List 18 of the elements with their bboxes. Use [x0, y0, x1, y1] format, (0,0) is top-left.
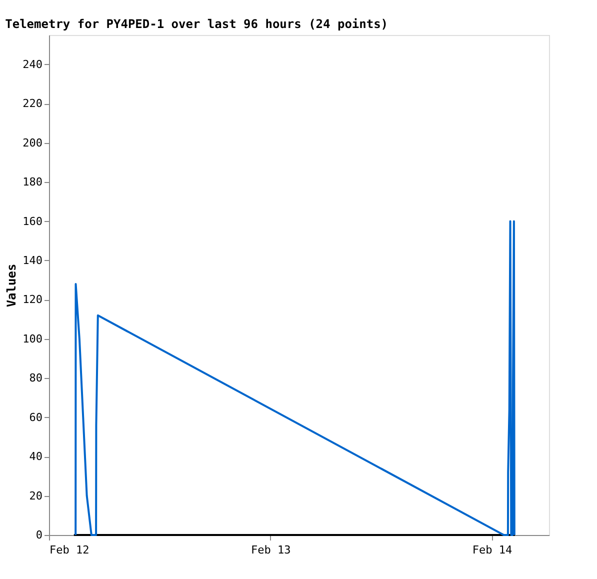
y-tick-label: 40	[29, 450, 42, 464]
y-tick-label: 120	[22, 293, 42, 306]
y-tick-label: 200	[22, 136, 42, 150]
y-tick-label: 220	[22, 97, 42, 110]
x-tick-label: Feb 14	[472, 544, 513, 556]
y-tick-label: 0	[36, 528, 42, 542]
x-tick-label: Feb 13	[251, 544, 291, 556]
y-tick-label: 140	[22, 254, 42, 267]
y-tick-label: 180	[22, 176, 42, 189]
y-tick-label: 240	[22, 58, 42, 71]
chart-title: Telemetry for PY4PED-1 over last 96 hours (24 points)	[5, 17, 388, 31]
y-axis-title: Values	[4, 264, 19, 308]
y-tick-label: 160	[22, 214, 42, 228]
y-tick-label: 100	[22, 332, 42, 346]
y-tick-label: 20	[29, 489, 42, 502]
y-tick-label: 80	[29, 372, 42, 385]
x-tick-label: Feb 12	[50, 544, 90, 556]
y-tick-label: 60	[29, 410, 42, 424]
